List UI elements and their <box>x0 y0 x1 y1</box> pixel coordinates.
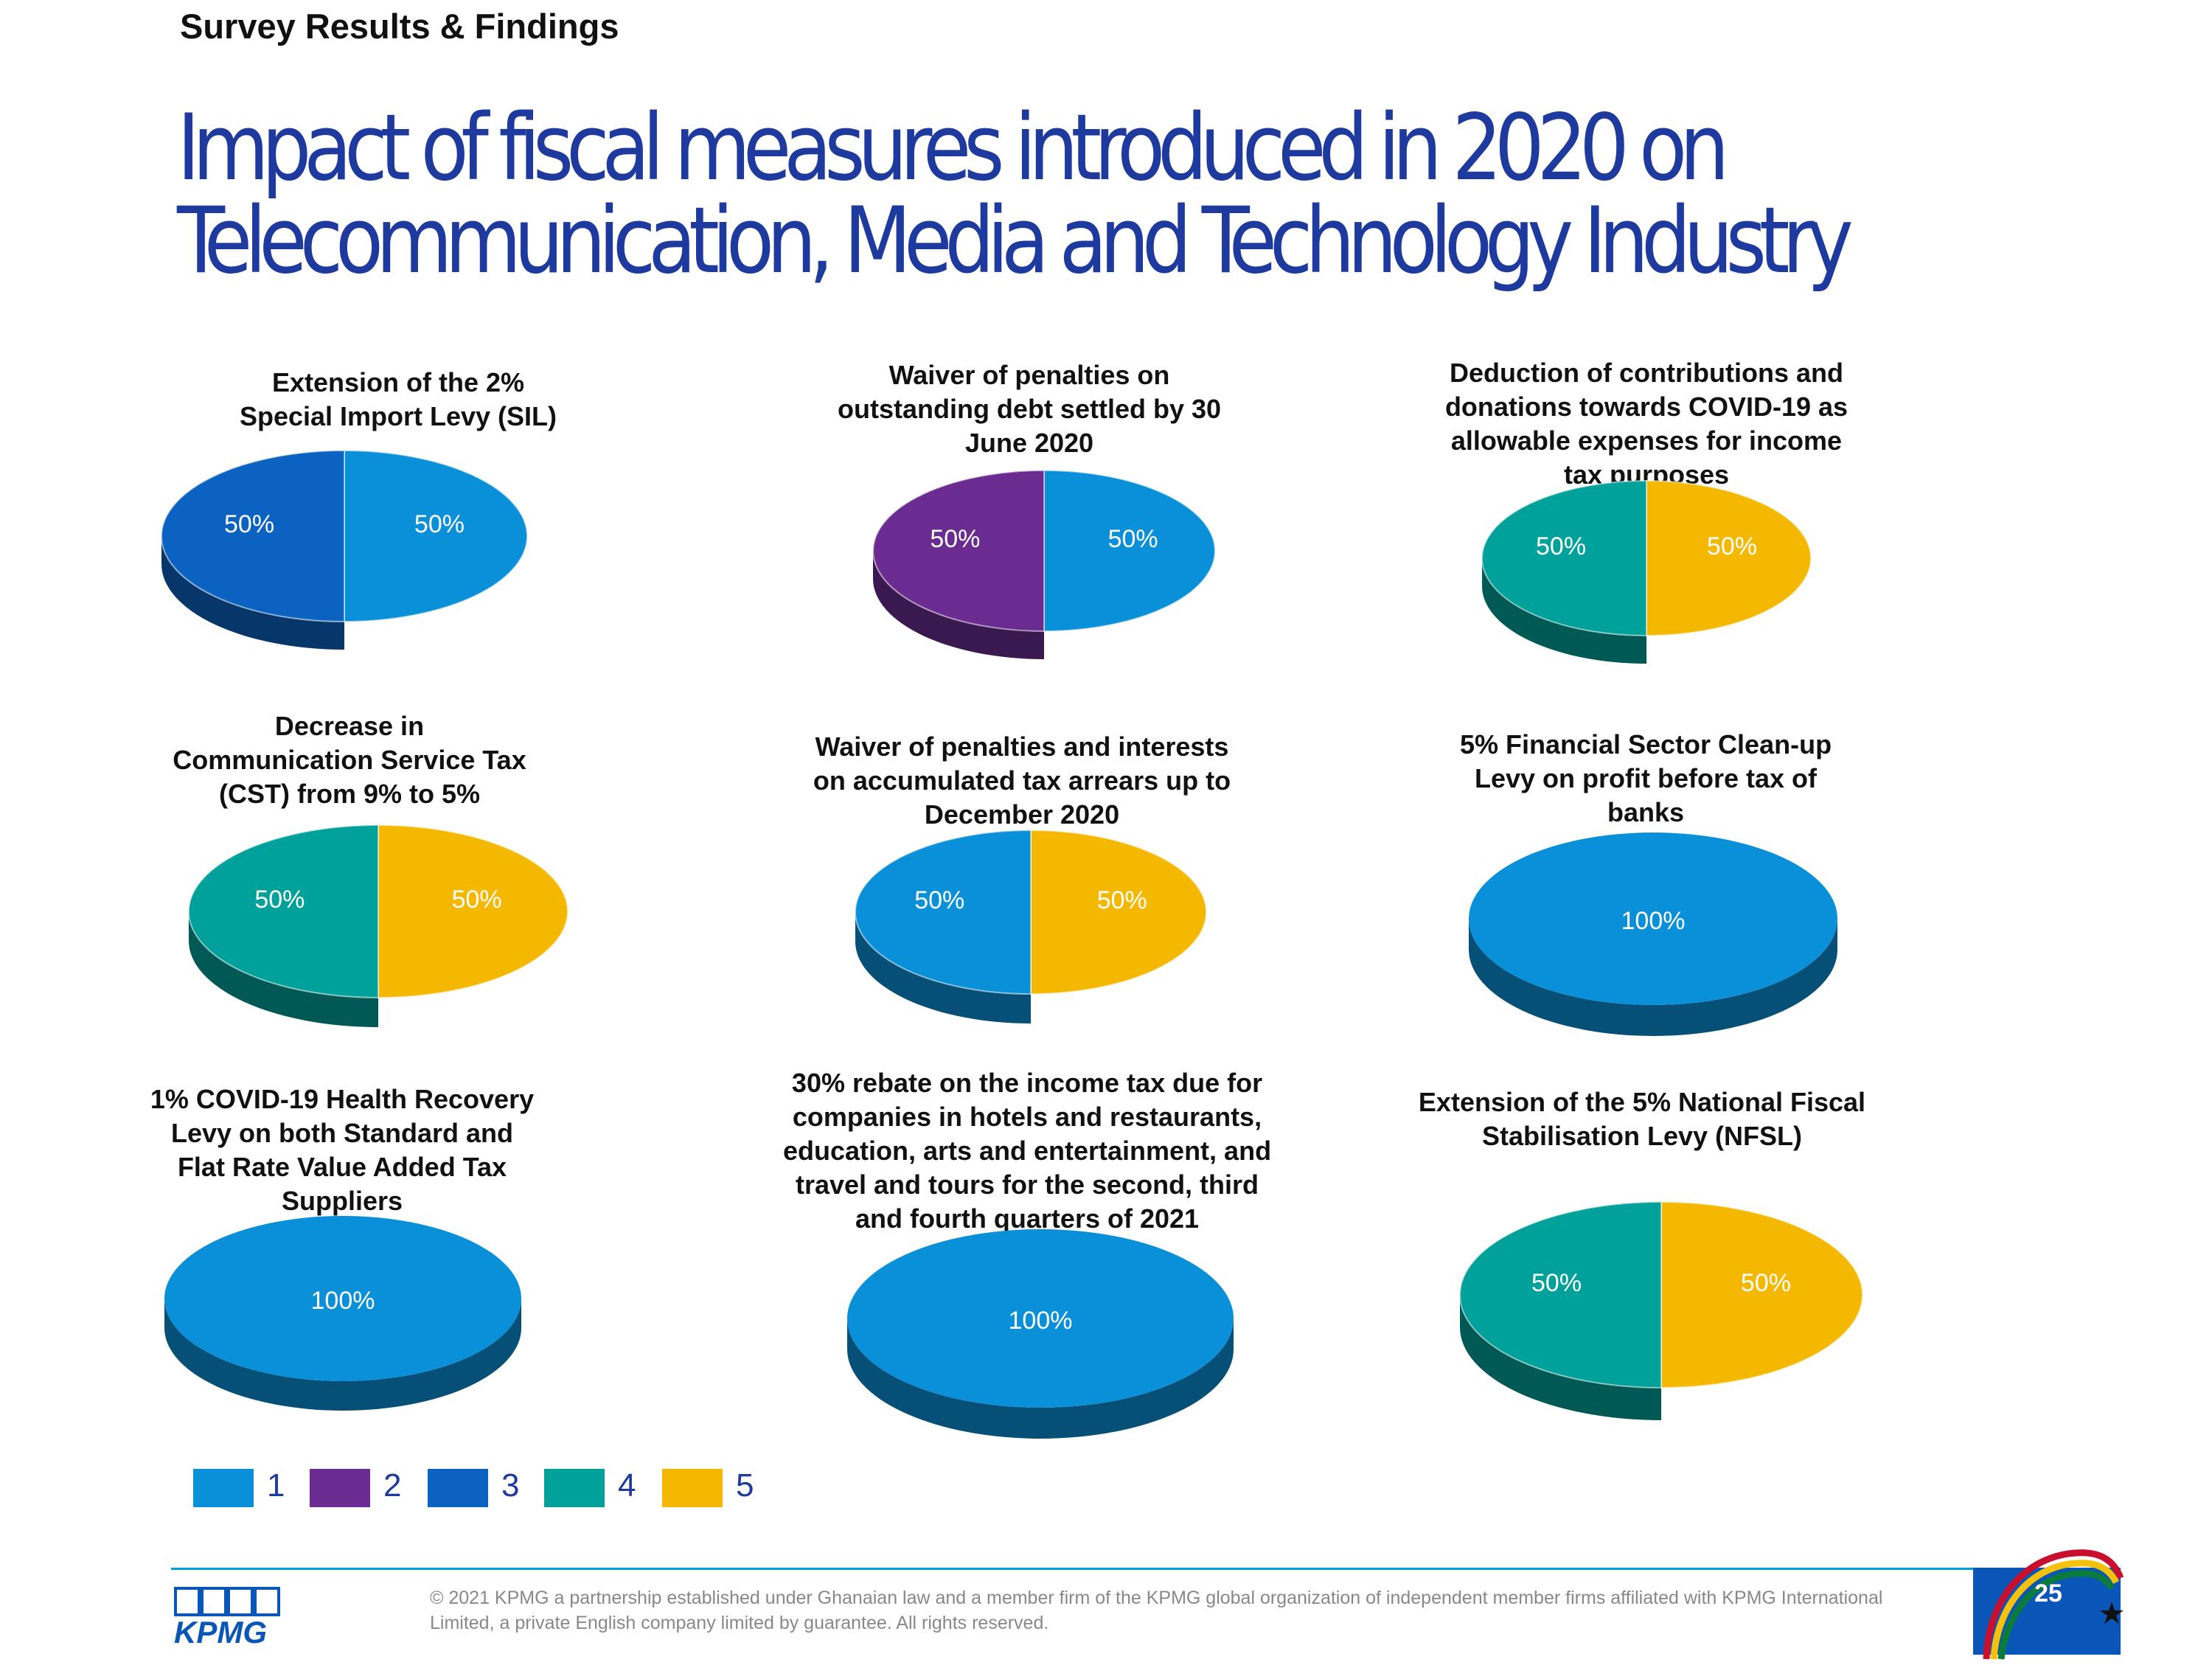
pie-chart-9: 50% 50% <box>1459 1200 1863 1420</box>
page-number: 25 <box>2034 1579 2062 1607</box>
pie-side-9-2 <box>1460 1295 1661 1420</box>
pie-label-4-2: 50% <box>254 886 305 914</box>
pie-label-3-2: 50% <box>1536 532 1586 560</box>
pie-label-6-1: 100% <box>1621 907 1686 935</box>
pie-side-1-2 <box>161 536 344 650</box>
ghana-ribbon-icon <box>1983 1549 2124 1660</box>
chart-title-cst: Decrease in Communication Service Tax (CST… <box>173 711 526 809</box>
pie-chart-8: 100% <box>847 1229 1234 1439</box>
section-header: Survey Results & Findings <box>180 7 619 46</box>
pie-slice-4-1 <box>378 824 568 999</box>
legend-label-1: 1 <box>267 1467 285 1504</box>
pie-label-4-1: 50% <box>452 886 502 914</box>
pie-label-7-1: 100% <box>311 1287 375 1315</box>
pie-label-1-2: 50% <box>224 510 274 538</box>
pie-chart-6: 100% <box>1469 832 1837 1036</box>
chart-title-penalties-debt: Waiver of penalties on outstanding debt s… <box>837 360 1222 458</box>
pie-chart-7: 100% <box>164 1216 521 1411</box>
pie-side-4-2 <box>189 911 378 1027</box>
chart-title-health-levy: 1% COVID-19 Health Recovery Levy on both … <box>150 1084 535 1216</box>
pie-side-3-2 <box>1482 558 1646 664</box>
copyright-notice: © 2021 KPMG a partnership established un… <box>430 1588 1883 1633</box>
pie-slice-8-1 <box>847 1229 1234 1408</box>
pie-label-3-1: 50% <box>1707 532 1757 560</box>
pie-side-8-1 <box>847 1318 1234 1439</box>
pie-slice-1-2 <box>161 449 345 623</box>
page-title-line-1: Impact of fiscal measures introduced in … <box>177 95 1730 201</box>
legend-label-3: 3 <box>501 1467 520 1504</box>
pie-slice-2-1 <box>1043 469 1216 633</box>
pie-slice-3-2 <box>1481 479 1647 637</box>
pie-label-2-2: 50% <box>930 525 980 553</box>
legend-swatch-2 <box>310 1469 370 1507</box>
pie-slice-4-2 <box>188 824 379 999</box>
legend-swatch-3 <box>428 1469 488 1507</box>
pie-label-9-1: 50% <box>1741 1269 1791 1297</box>
legend-swatch-5 <box>662 1469 723 1507</box>
pie-slice-6-1 <box>1469 832 1837 1005</box>
pie-slice-2-2 <box>872 469 1045 633</box>
pie-chart-5: 50% 50% <box>855 829 1207 1023</box>
kpmg-logo: KPMG <box>174 1587 280 1646</box>
pie-slice-1-1 <box>344 449 528 623</box>
pie-label-5-1: 50% <box>1097 886 1147 914</box>
pie-slice-5-1 <box>1030 829 1207 995</box>
pie-label-5-2: 50% <box>914 886 964 914</box>
pie-label-1-1: 50% <box>414 510 465 538</box>
pie-label-2-1: 50% <box>1108 525 1158 553</box>
pie-side-5-2 <box>855 912 1031 1023</box>
pie-chart-2: 50% 50% <box>872 469 1216 659</box>
chart-title-nfsl: Extension of the 5% National Fiscal Stabi… <box>1418 1087 1866 1151</box>
page-title-line-2: Telecommunication, Media and Technology … <box>177 188 1854 294</box>
pie-label-9-2: 50% <box>1531 1269 1582 1297</box>
pie-chart-3: 50% 50% <box>1481 479 1812 664</box>
pie-slice-7-1 <box>164 1216 521 1381</box>
pie-slice-5-2 <box>855 829 1032 995</box>
chart-title-financial-levy: 5% Financial Sector Clean-up Levy on prof… <box>1459 729 1832 827</box>
legend-swatch-1 <box>193 1469 254 1507</box>
legend-label-4: 4 <box>618 1467 636 1504</box>
page-title: Impact of fiscal measures introduced in … <box>177 95 1854 294</box>
legend-label-5: 5 <box>736 1467 754 1504</box>
pie-slice-3-1 <box>1646 479 1812 637</box>
chart-title-tax-arrears: Waiver of penalties and interests on accu… <box>813 731 1231 830</box>
pie-slice-9-2 <box>1459 1200 1662 1389</box>
pie-side-7-1 <box>164 1299 521 1411</box>
pie-slice-9-1 <box>1660 1200 1863 1389</box>
legend-label-2: 2 <box>383 1467 402 1504</box>
pie-chart-1: 50% 50% <box>161 449 528 650</box>
kpmg-logo-text: KPMG <box>174 1615 267 1646</box>
chart-title-income-rebate: 30% rebate on the income tax due for comp… <box>782 1068 1272 1234</box>
chart-title-sil: Extension of the 2% Special Import Levy (… <box>239 367 557 431</box>
chart-title-covid-deduction: Deduction of contributions and donations … <box>1444 358 1848 490</box>
pie-side-2-2 <box>873 551 1044 659</box>
pie-side-6-1 <box>1469 919 1837 1036</box>
pie-chart-4: 50% 50% <box>188 824 568 1027</box>
legend-swatch-4 <box>544 1469 605 1507</box>
pie-label-8-1: 100% <box>1009 1307 1073 1335</box>
footer-divider <box>171 1568 1973 1570</box>
